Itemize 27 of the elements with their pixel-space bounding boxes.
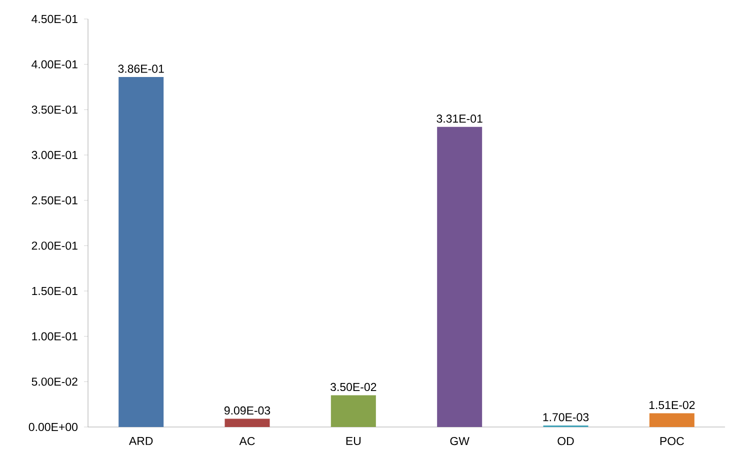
- bar: [224, 418, 270, 427]
- y-tick-label: 4.50E-01: [32, 14, 78, 24]
- y-tick-label: 0.00E+00: [28, 422, 78, 432]
- data-label: 9.09E-03: [224, 406, 270, 415]
- y-tick-label: 2.50E-01: [32, 196, 78, 204]
- data-label: 3.50E-02: [330, 382, 376, 392]
- bar: [330, 395, 376, 427]
- y-tick-label: 4.00E-01: [32, 60, 78, 68]
- y-tick-label: 2.00E-01: [32, 242, 78, 250]
- x-tick-label: EU: [346, 437, 361, 446]
- bar: [437, 126, 482, 427]
- bar: [118, 77, 164, 427]
- x-tick-label: GW: [450, 437, 470, 446]
- y-tick-label: 5.00E-02: [32, 378, 78, 386]
- y-tick-label: 1.50E-01: [32, 286, 78, 296]
- data-label: 1.70E-03: [543, 413, 589, 422]
- x-tick-label: AC: [239, 437, 255, 446]
- x-tick-label: OD: [558, 437, 574, 446]
- y-tick-label: 3.00E-01: [32, 150, 78, 160]
- data-label: 3.31E-01: [436, 114, 482, 123]
- bar: [649, 413, 694, 427]
- y-tick-label: 3.50E-01: [32, 106, 78, 114]
- data-label: 3.86E-01: [118, 64, 164, 73]
- x-tick-label: ARD: [128, 437, 153, 445]
- data-label: 1.51E-02: [649, 400, 695, 410]
- x-tick-label: POC: [660, 437, 684, 446]
- y-tick-label: 1.00E-01: [32, 332, 78, 340]
